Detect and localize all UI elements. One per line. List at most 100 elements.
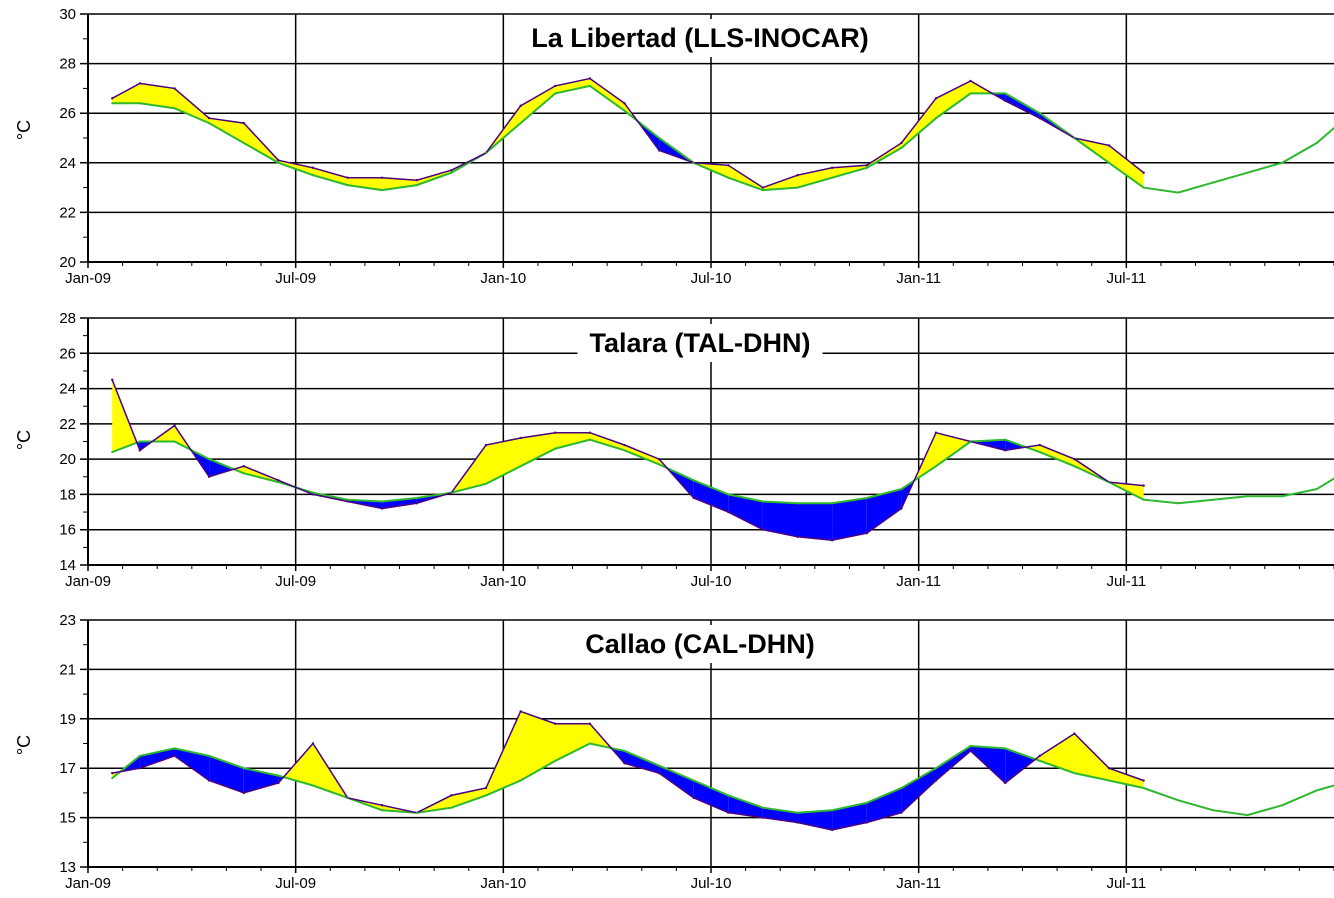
climatology-data-point	[1211, 498, 1214, 501]
cold-anomaly-area	[659, 765, 694, 798]
observed-data-point	[1107, 767, 1111, 770]
x-tick-label: Jul-10	[691, 270, 732, 287]
climatology-data-point	[277, 161, 280, 164]
observed-data-point	[588, 722, 592, 725]
observed-data-point	[1038, 754, 1042, 758]
warm-anomaly-area	[936, 81, 971, 119]
x-tick-label: Jul-09	[275, 875, 316, 892]
climatology-data-point	[1281, 161, 1284, 164]
climatology-data-point	[1315, 789, 1318, 792]
climatology-data-point	[277, 774, 280, 777]
climatology-data-point	[173, 747, 176, 750]
warm-anomaly-area	[1039, 445, 1075, 467]
x-tick-label: Jan-09	[65, 270, 111, 287]
observed-data-point	[311, 166, 315, 169]
climatology-data-point	[111, 451, 114, 454]
observed-data-point	[865, 532, 868, 535]
cold-anomaly-area	[693, 780, 729, 813]
observed-data-point	[111, 378, 114, 381]
observed-data-point	[796, 535, 799, 538]
climatology-data-point	[1281, 495, 1284, 498]
climatology-data-point	[415, 811, 418, 814]
observed-data-point	[934, 431, 938, 434]
climatology-data-point	[173, 107, 176, 110]
observed-temperature-line	[111, 77, 1145, 189]
climatology-data-point	[242, 767, 245, 770]
observed-data-point	[623, 102, 626, 105]
warm-anomaly-area	[112, 83, 140, 104]
climatology-data-point	[727, 794, 730, 797]
climatology-data-point	[242, 472, 245, 475]
y-tick-label: 30	[59, 6, 76, 23]
observed-data-point	[657, 149, 661, 152]
warm-anomaly-area	[139, 83, 175, 109]
climatology-data-point	[346, 184, 349, 187]
warm-anomaly-area	[589, 432, 625, 451]
climatology-data-point	[138, 102, 141, 105]
climatology-data-point	[1246, 814, 1249, 817]
climatology-data-point	[727, 176, 730, 179]
climatology-data-point	[588, 84, 591, 87]
y-tick-label: 22	[59, 416, 76, 433]
x-tick-label: Jul-09	[275, 573, 316, 590]
climatology-data-point	[658, 764, 661, 767]
climatology-data-point	[1142, 498, 1145, 501]
warm-anomaly-area	[382, 177, 417, 191]
climatology-data-point	[1073, 465, 1076, 468]
y-tick-label: 28	[59, 310, 76, 327]
climatology-data-point	[1246, 171, 1249, 174]
climatology-data-point	[1004, 92, 1007, 95]
climatology-data-point	[1211, 809, 1214, 812]
observed-data-point	[727, 164, 730, 167]
observed-data-point	[484, 443, 488, 447]
climatology-data-point	[1108, 161, 1111, 164]
climatology-data-point	[519, 122, 522, 125]
cold-anomaly-area	[139, 748, 175, 769]
climatology-data-point	[311, 491, 314, 494]
observed-data-point	[1073, 732, 1076, 735]
observed-data-point	[727, 811, 730, 814]
x-tick-label: Jan-09	[65, 573, 111, 590]
observed-data-point	[207, 116, 211, 120]
x-tick-label: Jul-11	[1106, 573, 1146, 590]
observed-data-point	[761, 528, 765, 531]
observed-data-point	[277, 159, 280, 162]
climatology-data-point	[865, 166, 868, 169]
climatology-data-point	[623, 449, 626, 452]
observed-data-point	[1003, 99, 1007, 103]
warm-anomaly-area	[1109, 145, 1144, 188]
cold-anomaly-area	[832, 802, 867, 830]
cold-anomaly-area	[174, 748, 210, 781]
climatology-data-point	[381, 809, 384, 812]
x-tick-label: Jan-11	[896, 573, 941, 590]
observed-data-point	[588, 77, 592, 80]
cold-anomaly-area	[624, 750, 660, 774]
climatology-data-point	[900, 146, 903, 149]
climatology-data-point	[588, 438, 591, 441]
climatology-data-point	[1038, 451, 1041, 454]
observed-data-point	[173, 87, 176, 90]
x-tick-label: Jan-09	[65, 875, 111, 892]
observed-data-point	[1073, 457, 1076, 461]
climatology-data-point	[658, 463, 661, 466]
warm-anomaly-area	[520, 711, 556, 781]
cold-anomaly-area	[832, 498, 867, 541]
x-tick-label: Jul-10	[691, 573, 732, 590]
climatology-data-point	[1177, 502, 1180, 505]
observed-data-point	[865, 821, 868, 824]
climatology-data-point	[554, 447, 557, 450]
climatology-data-point	[485, 794, 488, 797]
observed-data-point	[865, 164, 868, 167]
climatology-data-point	[450, 491, 453, 494]
cold-anomaly-area	[866, 489, 902, 534]
climatology-data-point	[381, 500, 384, 503]
observed-data-point	[242, 465, 245, 468]
y-tick-label: 26	[59, 105, 76, 122]
climatology-data-point	[1108, 481, 1111, 484]
x-tick-label: Jul-10	[691, 875, 732, 892]
cold-anomaly-area	[901, 768, 936, 813]
y-tick-label: 24	[59, 155, 76, 172]
observed-temperature-line	[112, 710, 1144, 831]
observed-data-point	[761, 816, 765, 819]
